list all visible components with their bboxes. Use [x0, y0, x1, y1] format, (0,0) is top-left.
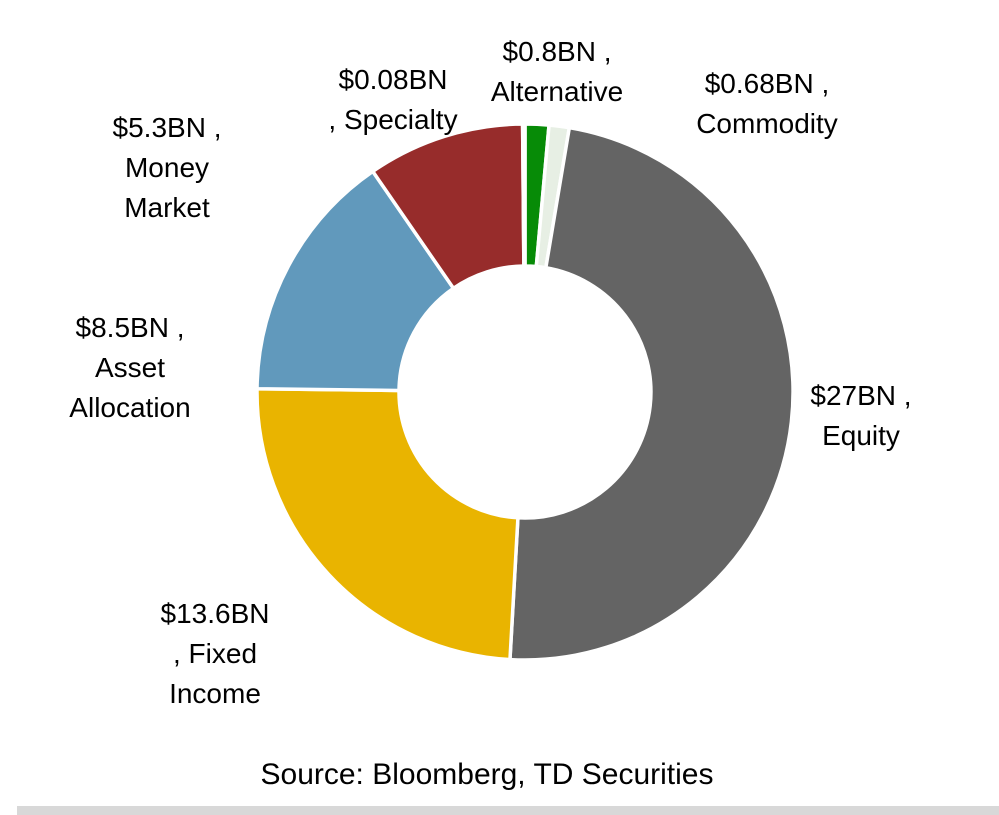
data-label-line: $5.3BN , — [112, 112, 222, 143]
data-label-line: Income — [169, 678, 261, 709]
source-note: Source: Bloomberg, TD Securities — [260, 758, 714, 791]
data-label-line: Asset — [94, 352, 166, 383]
data-label-line: Alternative — [490, 76, 624, 107]
data-label-line: Commodity — [696, 108, 838, 139]
data-label-fixed-income: $13.6BN , Fixed Income — [161, 594, 270, 714]
data-label-line: $13.6BN — [160, 598, 270, 629]
data-label-commodity: $0.68BN , Commodity — [696, 64, 838, 144]
slice-asset-allocation — [255, 169, 456, 393]
data-label-equity: $27BN , Equity — [810, 376, 911, 456]
data-label-line: $8.5BN , — [75, 312, 185, 343]
data-label-line: $27BN , — [810, 380, 912, 411]
data-label-specialty: $0.08BN , Specialty — [328, 60, 457, 140]
data-label-line: , Specialty — [328, 104, 458, 135]
data-label-line: Market — [124, 192, 210, 223]
data-label-line: Equity — [822, 420, 900, 451]
data-label-alternative: $0.8BN , Alternative — [491, 32, 623, 112]
data-label-line: $0.8BN , — [502, 36, 612, 67]
data-label-line: $0.68BN , — [704, 68, 830, 99]
slice-specialty — [520, 122, 527, 268]
data-label-line: $0.08BN — [338, 64, 448, 95]
slice-equity — [508, 125, 795, 662]
donut-slices — [255, 122, 795, 662]
data-label-asset-allocation: $8.5BN , Asset Allocation — [69, 308, 190, 428]
data-label-line: Allocation — [69, 392, 191, 423]
data-label-line: Money — [124, 152, 210, 183]
slice-fixed-income — [255, 386, 520, 662]
bottom-divider — [17, 806, 999, 815]
data-label-money-market: $5.3BN , Money Market — [113, 108, 222, 228]
data-label-line: , Fixed — [172, 638, 258, 669]
